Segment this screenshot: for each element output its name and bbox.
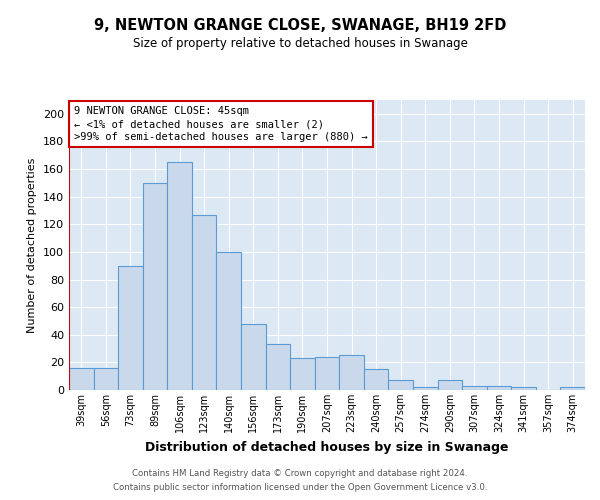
Text: Contains public sector information licensed under the Open Government Licence v3: Contains public sector information licen… [113,484,487,492]
Bar [69,368,94,390]
Bar [487,386,511,390]
Text: Size of property relative to detached houses in Swanage: Size of property relative to detached ho… [133,38,467,51]
Bar [364,370,388,390]
Bar [437,380,462,390]
Text: Contains HM Land Registry data © Crown copyright and database right 2024.: Contains HM Land Registry data © Crown c… [132,468,468,477]
Bar [388,380,413,390]
Bar [511,387,536,390]
Bar [290,358,315,390]
Bar [94,368,118,390]
Text: 9, NEWTON GRANGE CLOSE, SWANAGE, BH19 2FD: 9, NEWTON GRANGE CLOSE, SWANAGE, BH19 2F… [94,18,506,32]
Text: 9 NEWTON GRANGE CLOSE: 45sqm
← <1% of detached houses are smaller (2)
>99% of se: 9 NEWTON GRANGE CLOSE: 45sqm ← <1% of de… [74,106,368,142]
Bar [192,214,217,390]
Bar [266,344,290,390]
Bar [217,252,241,390]
Bar [241,324,266,390]
X-axis label: Distribution of detached houses by size in Swanage: Distribution of detached houses by size … [145,440,509,454]
Y-axis label: Number of detached properties: Number of detached properties [28,158,37,332]
Bar [167,162,192,390]
Bar [462,386,487,390]
Bar [315,357,339,390]
Bar [413,387,437,390]
Bar [339,356,364,390]
Bar [118,266,143,390]
Bar [143,183,167,390]
Bar [560,387,585,390]
